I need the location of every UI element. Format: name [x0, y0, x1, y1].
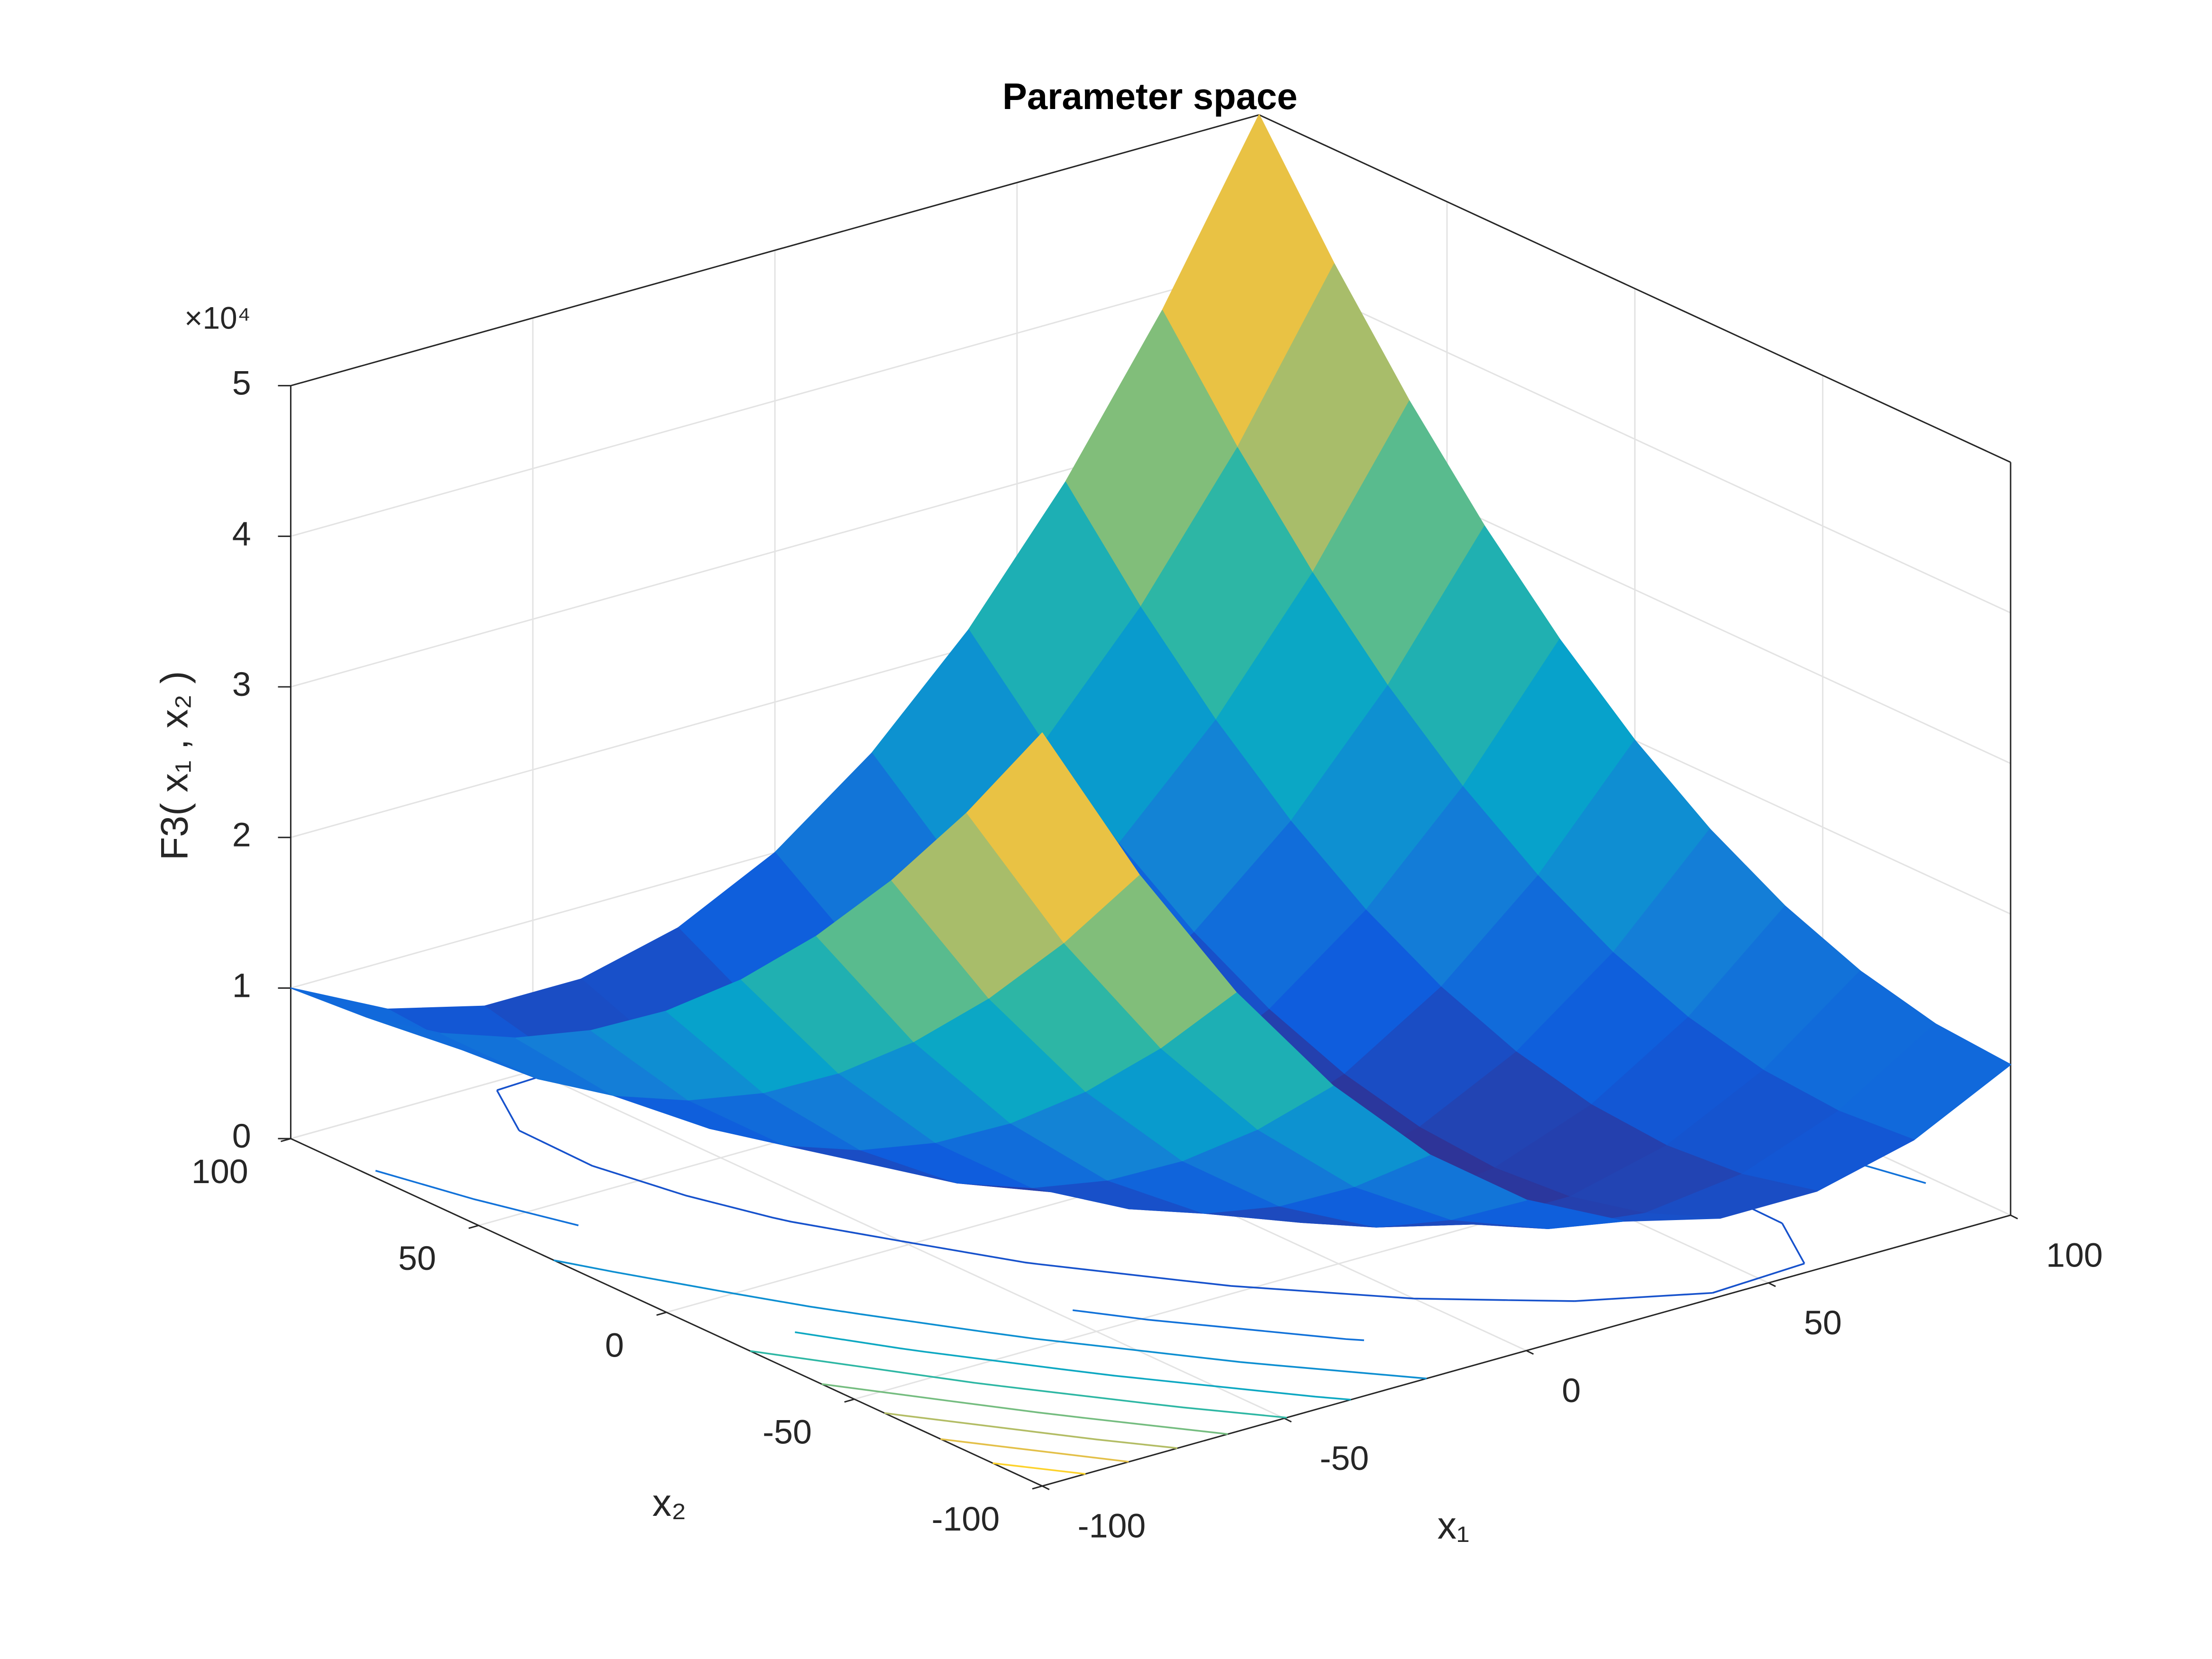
- z-tick-label: 5: [232, 365, 251, 402]
- axis-line: [1258, 114, 2011, 463]
- y-tick: [844, 1398, 855, 1403]
- z-tick-label: 2: [232, 816, 251, 854]
- contour-line: [940, 891, 1361, 1463]
- z-axis-label: F3( x₁ , x₂ ): [153, 671, 196, 861]
- z-multiplier: ×10⁴: [184, 300, 251, 335]
- grid-line: [1258, 264, 2011, 614]
- y-tick: [1032, 1485, 1043, 1490]
- x-tick: [1768, 1282, 1776, 1287]
- y-tick-label: -100: [931, 1500, 1000, 1538]
- y-tick: [468, 1224, 479, 1229]
- y-tick-label: 100: [191, 1153, 248, 1191]
- x-tick-label: 0: [1562, 1372, 1581, 1410]
- x-axis-label: x₁: [1438, 1504, 1470, 1547]
- x-tick: [2010, 1214, 2018, 1220]
- y-axis-label: x₂: [652, 1482, 686, 1524]
- z-tick-label: 4: [232, 515, 251, 553]
- x-tick-label: 100: [2046, 1236, 2103, 1274]
- surface-patch: [966, 732, 1140, 943]
- z-tick-label: 1: [232, 966, 251, 1004]
- x-tick-label: 50: [1804, 1304, 1842, 1342]
- y-tick-label: 0: [605, 1326, 624, 1364]
- x-tick-label: -100: [1078, 1507, 1146, 1545]
- axis-line: [291, 114, 1259, 387]
- x-tick: [1042, 1485, 1050, 1490]
- x-tick: [1284, 1417, 1292, 1423]
- surface: [290, 114, 2012, 1229]
- y-tick-label: -50: [763, 1413, 812, 1451]
- chart-title: Parameter space: [1002, 76, 1298, 117]
- z-tick-label: 3: [232, 665, 251, 703]
- y-tick: [656, 1312, 667, 1316]
- x-tick: [1526, 1350, 1534, 1355]
- z-tick-label: 0: [232, 1117, 251, 1155]
- y-tick-label: 50: [398, 1240, 436, 1277]
- grid-line: [291, 264, 1259, 537]
- x-tick-label: -50: [1320, 1440, 1369, 1477]
